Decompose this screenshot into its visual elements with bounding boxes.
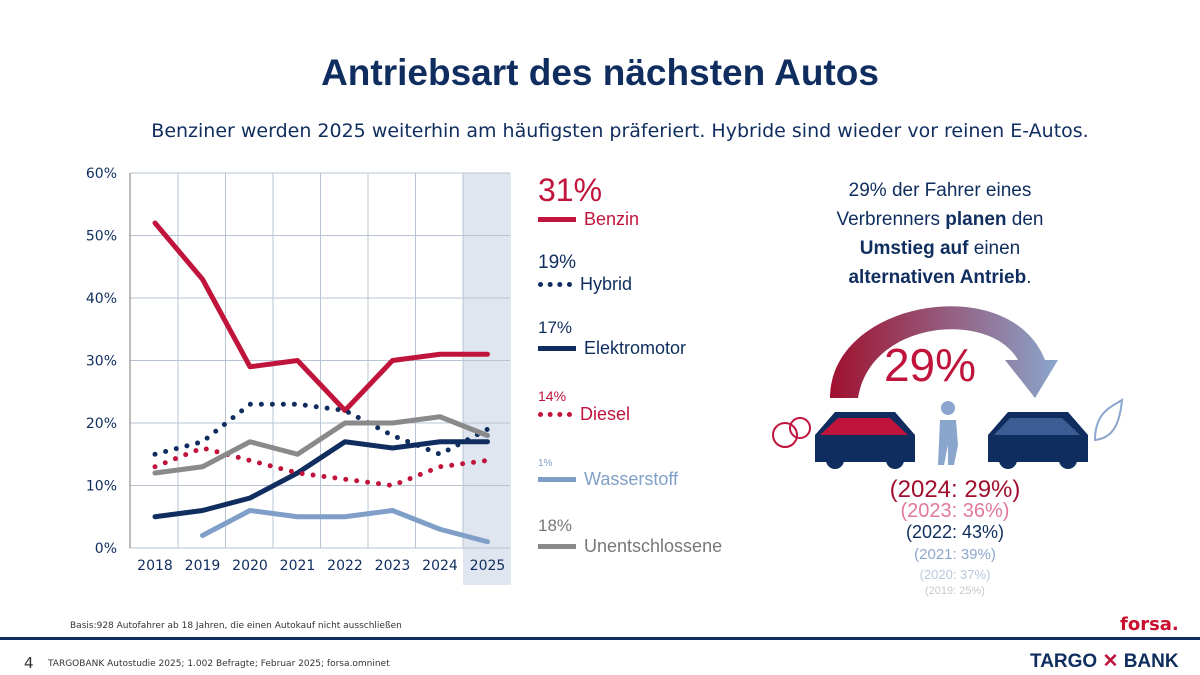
combustion-car-icon xyxy=(772,412,915,469)
x-tick-label: 2024 xyxy=(422,558,458,574)
history-value: (2021: 39%) xyxy=(914,546,996,563)
y-tick-label: 20% xyxy=(86,416,117,432)
x-tick-label: 2025 xyxy=(470,558,506,574)
legend-swatch xyxy=(538,346,576,351)
y-tick-label: 50% xyxy=(86,229,117,245)
switch-illustration xyxy=(772,306,1124,469)
legend-item-elektromotor: 17% Elektromotor xyxy=(538,318,686,359)
x-tick-label: 2018 xyxy=(137,558,173,574)
legend-label: Benzin xyxy=(584,209,640,229)
note-line: 29% der Fahrer eines xyxy=(848,180,1032,201)
note-text: Verbrenners xyxy=(836,209,946,230)
note-bold: planen xyxy=(945,209,1007,230)
forsa-logo: forsa. xyxy=(1120,614,1179,635)
x-tick-label: 2019 xyxy=(185,558,221,574)
history-value: (2019: 25%) xyxy=(925,585,985,597)
x-tick-label: 2021 xyxy=(280,558,316,574)
series-line-elektromotor xyxy=(152,439,490,520)
legend-item-unentschlossene: 18% Unentschlossene xyxy=(538,516,722,557)
targobank-logo: TARGO ✕ BANK xyxy=(1030,651,1179,672)
logo-text: BANK xyxy=(1123,651,1179,672)
x-tick-label: 2020 xyxy=(232,558,268,574)
history-value: (2023: 36%) xyxy=(900,500,1010,522)
legend-value: 31% xyxy=(538,172,603,208)
note-bold: Umstieg auf xyxy=(859,238,969,259)
note-text: . xyxy=(1026,267,1032,288)
note-text: einen xyxy=(968,238,1021,259)
line-chart: 0% 10% 20% 30% 40% 50% 60% 2018 2019 2020 2021 2022… xyxy=(86,166,511,585)
x-tick-label: 2022 xyxy=(327,558,363,574)
legend-label: Diesel xyxy=(580,404,631,424)
legend-value: 19% xyxy=(538,252,577,273)
legend-value: 18% xyxy=(538,516,573,535)
note-bold: alternativen Antrieb xyxy=(848,267,1027,288)
legend-label: Elektromotor xyxy=(584,338,687,358)
legend-swatch xyxy=(538,544,576,549)
series-line-benzin xyxy=(152,220,490,413)
legend-value: 17% xyxy=(538,318,573,337)
page-subtitle: Benziner werden 2025 weiterhin am häufig… xyxy=(151,120,1089,142)
legend-item-benzin: 31% Benzin xyxy=(538,172,639,230)
electric-car-icon xyxy=(988,397,1124,469)
series-line-wasserstoff xyxy=(200,508,490,545)
series-line-hybrid xyxy=(152,401,490,457)
legend-swatch xyxy=(538,217,576,222)
legend-swatch xyxy=(538,412,572,417)
big-percentage: 29% xyxy=(883,339,977,391)
history-value: (2022: 43%) xyxy=(905,522,1005,542)
legend-item-wasserstoff: 1% Wasserstoff xyxy=(538,458,678,490)
legend-item-diesel: 14% Diesel xyxy=(538,388,630,425)
history-value: (2020: 37%) xyxy=(919,567,991,582)
arc-arrow-icon xyxy=(830,306,1058,398)
legend-label: Hybrid xyxy=(580,274,633,294)
series-line-diesel xyxy=(152,445,490,488)
legend-item-hybrid: 19% Hybrid xyxy=(538,252,632,295)
highlight-2025 xyxy=(463,173,511,585)
logo-text: TARGO xyxy=(1030,651,1098,672)
page-number: 4 xyxy=(24,654,34,672)
legend-value: 1% xyxy=(538,458,553,469)
legend-label: Wasserstoff xyxy=(584,469,679,489)
series-line-unentschlossene xyxy=(152,414,490,476)
page-title: Antriebsart des nächsten Autos xyxy=(321,52,879,93)
legend-swatch xyxy=(538,282,572,287)
y-tick-label: 0% xyxy=(95,541,117,557)
history-value: (2024: 29%) xyxy=(889,476,1021,503)
footer-source: TARGOBANK Autostudie 2025; 1.002 Befragt… xyxy=(48,659,390,669)
footer-divider xyxy=(0,637,1200,640)
legend-swatch xyxy=(538,477,576,482)
side-note: 29% der Fahrer eines Verbrenners planen … xyxy=(790,176,1090,292)
legend-value: 14% xyxy=(538,388,567,404)
note-text: den xyxy=(1006,209,1044,230)
footer-basis: Basis:928 Autofahrer ab 18 Jahren, die e… xyxy=(70,621,402,631)
y-tick-label: 60% xyxy=(86,166,117,182)
y-tick-label: 10% xyxy=(86,479,117,495)
person-icon xyxy=(938,401,958,465)
legend-label: Unentschlossene xyxy=(584,536,723,556)
x-tick-label: 2023 xyxy=(375,558,411,574)
y-tick-label: 40% xyxy=(86,291,117,307)
y-tick-label: 30% xyxy=(86,354,117,370)
